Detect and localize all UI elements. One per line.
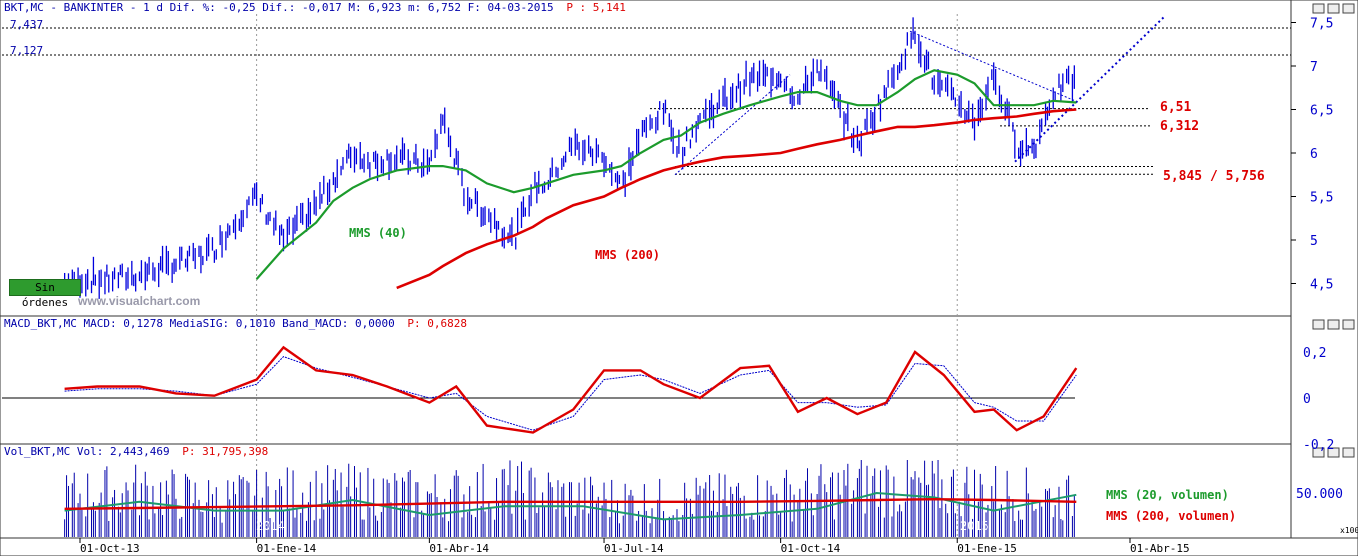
- y-tick-label: 0,2: [1303, 346, 1326, 361]
- x-axis-area: [0, 537, 1358, 556]
- price-panel[interactable]: [0, 0, 1292, 317]
- mms200-line: [396, 108, 1077, 290]
- vol-mms20-line: [64, 491, 1077, 521]
- orders-status-button[interactable]: Sin órdenes: [9, 279, 81, 309]
- y-tick-label: 50.000: [1296, 487, 1343, 502]
- x-tick-label: 01-Oct-13: [80, 542, 140, 555]
- y-tick-label: 6: [1310, 147, 1318, 162]
- mms40-line: [255, 69, 1077, 280]
- macd-header-extra: P: 0,6828: [407, 317, 467, 330]
- vol-mms200-label: MMS (200, volumen): [1106, 509, 1236, 523]
- macd-panel[interactable]: [0, 315, 1292, 445]
- trendline-drawings[interactable]: [674, 15, 1166, 176]
- y-tick-label: 7: [1310, 60, 1318, 75]
- volume-header: Vol_BKT,MC Vol: 2,443,469 P: 31,795,398: [4, 445, 268, 458]
- close-icon[interactable]: [1342, 3, 1355, 14]
- volume-header-extra: P: 31,795,398: [182, 445, 268, 458]
- volume-scale-unit: x100: [1340, 526, 1358, 535]
- x-tick-label: 01-Abr-15: [1130, 542, 1190, 555]
- level-s1: 6,51: [1160, 100, 1191, 115]
- mms40-label: MMS (40): [349, 226, 407, 240]
- minimize-icon[interactable]: [1312, 319, 1325, 330]
- x-tick-label: 01-Ene-14: [257, 542, 317, 555]
- x-tick-label: 01-Oct-14: [781, 542, 841, 555]
- close-icon[interactable]: [1342, 319, 1355, 330]
- macd-panel-controls[interactable]: [1312, 319, 1355, 330]
- maximize-icon[interactable]: [1327, 319, 1340, 330]
- y-tick-label: 0: [1303, 392, 1311, 407]
- volume-header-main: Vol_BKT,MC Vol: 2,443,469: [4, 445, 170, 458]
- level-high1: 7,437: [10, 18, 43, 31]
- x-tick-label: 01-Ene-15: [957, 542, 1017, 555]
- volume-panel-controls[interactable]: [1312, 447, 1355, 458]
- macd-line: [64, 345, 1078, 434]
- vol-mms200-line: [64, 497, 1077, 510]
- minimize-icon[interactable]: [1312, 3, 1325, 14]
- maximize-icon[interactable]: [1327, 3, 1340, 14]
- price-header: BKT,MC - BANKINTER - 1 d Dif. %: -0,25 D…: [4, 1, 626, 14]
- level-s2: 6,312: [1160, 119, 1199, 134]
- axis-labels-layer: 7,5 7 6,5 6 5,5 5 4,5 0,2 0 -0,2 50.000 01-Oct-13 01…: [79, 17, 1343, 555]
- minimize-icon[interactable]: [1312, 447, 1325, 458]
- grid-layer: [2, 14, 1291, 538]
- y-tick-label: 5,5: [1310, 191, 1333, 206]
- maximize-icon[interactable]: [1327, 447, 1340, 458]
- y-tick-label: -0,2: [1303, 438, 1334, 453]
- watermark: www.visualchart.com: [77, 294, 200, 308]
- close-icon[interactable]: [1342, 447, 1355, 458]
- volume-series-layer: [64, 460, 1077, 537]
- macd-header: MACD_BKT,MC MACD: 0,1278 MediaSIG: 0,101…: [4, 317, 467, 330]
- macd-signal-line: [64, 356, 1077, 431]
- y-tick-label: 4,5: [1310, 278, 1333, 293]
- price-panel-controls[interactable]: [1312, 3, 1355, 14]
- price-header-main: BKT,MC - BANKINTER - 1 d Dif. %: -0,25 D…: [4, 1, 554, 14]
- vol-mms20-label: MMS (20, volumen): [1106, 488, 1229, 502]
- year-mark-2014: 2014: [256, 519, 285, 533]
- x-tick-label: 01-Abr-14: [429, 542, 489, 555]
- macd-series-layer: [64, 345, 1078, 434]
- x-tick-label: 01-Jul-14: [604, 542, 664, 555]
- volume-panel[interactable]: [0, 443, 1292, 539]
- year-mark-2015: 2015: [960, 519, 989, 533]
- y-tick-label: 7,5: [1310, 17, 1333, 32]
- level-s3: 5,845 / 5,756: [1163, 169, 1265, 184]
- channel-line: [674, 74, 791, 176]
- price-series-layer: [63, 17, 1077, 299]
- y-tick-label: 5: [1310, 234, 1318, 249]
- level-high2: 7,127: [10, 44, 43, 57]
- macd-header-main: MACD_BKT,MC MACD: 0,1278 MediaSIG: 0,101…: [4, 317, 395, 330]
- mms200-label: MMS (200): [595, 248, 660, 262]
- y-tick-label: 6,5: [1310, 104, 1333, 119]
- downtrend-line: [909, 30, 1076, 102]
- price-header-extra: P : 5,141: [566, 1, 626, 14]
